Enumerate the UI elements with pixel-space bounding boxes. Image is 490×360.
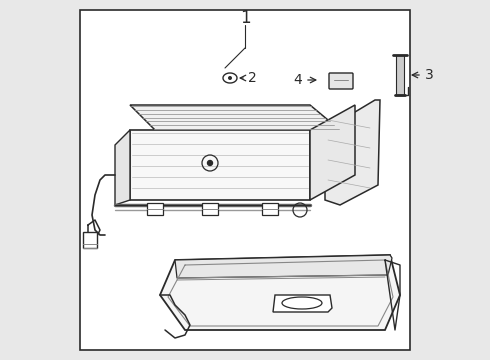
Polygon shape <box>310 105 355 200</box>
Polygon shape <box>325 100 380 205</box>
Text: 4: 4 <box>293 73 302 87</box>
Polygon shape <box>175 255 392 278</box>
Polygon shape <box>160 255 400 330</box>
Text: 3: 3 <box>425 68 434 82</box>
Polygon shape <box>130 130 310 200</box>
Circle shape <box>207 161 213 166</box>
Polygon shape <box>130 105 340 130</box>
FancyBboxPatch shape <box>329 73 353 89</box>
Bar <box>147 203 163 215</box>
Bar <box>202 203 218 215</box>
Bar <box>83 232 97 248</box>
Polygon shape <box>115 130 130 205</box>
Polygon shape <box>273 295 332 312</box>
Bar <box>396 55 404 95</box>
Circle shape <box>228 76 232 80</box>
Text: 2: 2 <box>248 71 257 85</box>
Text: 1: 1 <box>240 9 250 27</box>
Bar <box>262 203 278 215</box>
Bar <box>80 10 410 350</box>
